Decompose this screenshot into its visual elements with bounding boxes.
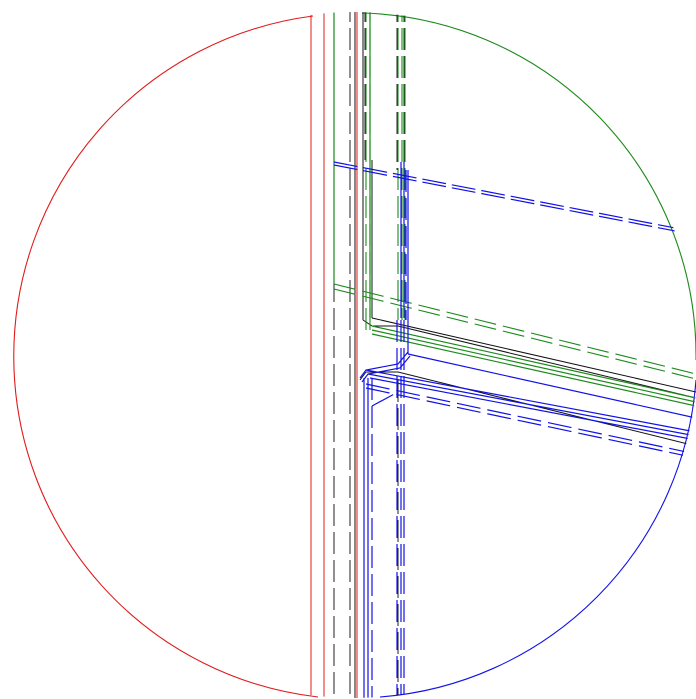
green-dashed-diagonals xyxy=(333,283,696,380)
blue-dashed-top-panel xyxy=(333,161,696,236)
blue-dashed-diagonals xyxy=(365,383,696,459)
detail-circle-red-arc xyxy=(13,15,319,698)
detail-circle-blue-arc xyxy=(379,379,696,698)
green-dashed-verticals xyxy=(365,12,406,330)
green-solid-lines xyxy=(333,12,696,407)
black-structure-lines xyxy=(354,12,696,698)
detail-circle-green-arc xyxy=(361,12,696,360)
black-dashed-verticals xyxy=(333,12,405,698)
blue-vertical-members xyxy=(363,162,409,698)
blue-bracket-corner xyxy=(359,351,696,441)
red-vertical-member xyxy=(310,12,358,698)
